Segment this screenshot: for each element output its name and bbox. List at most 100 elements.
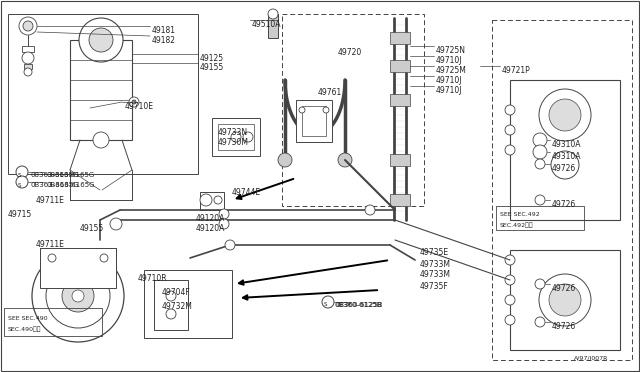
Text: 49155: 49155 — [200, 63, 224, 72]
Bar — [268, 14, 278, 38]
Bar — [296, 100, 332, 142]
Text: 49182: 49182 — [152, 36, 176, 45]
Bar — [200, 192, 224, 210]
Circle shape — [72, 290, 84, 302]
Bar — [510, 250, 620, 350]
Text: 49510A: 49510A — [252, 20, 282, 29]
Text: 49710J: 49710J — [436, 56, 463, 65]
Text: 49710J: 49710J — [436, 86, 463, 95]
Circle shape — [539, 89, 591, 141]
Circle shape — [46, 264, 110, 328]
Text: 0B363-6165G: 0B363-6165G — [46, 182, 95, 188]
Text: 49732M: 49732M — [162, 302, 193, 311]
Circle shape — [322, 296, 334, 308]
Circle shape — [79, 18, 123, 62]
Text: SEC.490参照: SEC.490参照 — [8, 326, 42, 331]
Circle shape — [505, 255, 515, 265]
Bar — [390, 154, 410, 166]
Text: 49733M: 49733M — [420, 260, 451, 269]
Text: 08363-6165G: 08363-6165G — [46, 172, 94, 178]
Bar — [154, 280, 188, 330]
Bar — [390, 32, 410, 44]
Text: 49744E: 49744E — [232, 188, 261, 197]
Text: 49715: 49715 — [8, 210, 32, 219]
Circle shape — [93, 132, 109, 148]
Circle shape — [268, 9, 278, 19]
Text: 49181: 49181 — [152, 26, 176, 35]
Circle shape — [533, 133, 547, 147]
Circle shape — [24, 68, 32, 76]
Text: 49730M: 49730M — [218, 138, 249, 147]
Bar — [282, 14, 424, 206]
Bar — [22, 46, 34, 52]
Bar — [40, 248, 116, 288]
Bar — [390, 60, 410, 72]
Circle shape — [231, 132, 241, 142]
Text: 08360-6125B: 08360-6125B — [335, 302, 383, 308]
Text: 08363-6165G: 08363-6165G — [30, 172, 78, 178]
Circle shape — [533, 145, 547, 159]
Bar — [218, 124, 254, 150]
Circle shape — [505, 145, 515, 155]
Bar — [144, 270, 232, 338]
Circle shape — [62, 280, 94, 312]
Text: 49720: 49720 — [338, 48, 362, 57]
Text: 49761: 49761 — [318, 88, 342, 97]
Text: 49310A: 49310A — [552, 152, 582, 161]
Text: S: S — [17, 173, 20, 177]
Circle shape — [219, 219, 229, 229]
Text: 49735F: 49735F — [420, 282, 449, 291]
Circle shape — [323, 107, 329, 113]
Text: 49733M: 49733M — [420, 270, 451, 279]
Circle shape — [214, 196, 222, 204]
Circle shape — [505, 125, 515, 135]
Text: 49721P: 49721P — [502, 66, 531, 75]
Text: 49710R: 49710R — [138, 274, 168, 283]
Bar — [510, 80, 620, 220]
Text: A/97/J007R: A/97/J007R — [574, 356, 609, 361]
Text: 49726: 49726 — [552, 284, 576, 293]
Text: S: S — [17, 183, 20, 187]
Circle shape — [32, 250, 124, 342]
Text: 49726: 49726 — [552, 322, 576, 331]
Text: 49725M: 49725M — [436, 66, 467, 75]
Circle shape — [549, 99, 581, 131]
Circle shape — [539, 274, 591, 326]
Circle shape — [278, 153, 292, 167]
Circle shape — [365, 205, 375, 215]
Circle shape — [16, 176, 28, 188]
Circle shape — [166, 291, 176, 301]
Bar — [4, 308, 102, 336]
Text: SEE SEC.492: SEE SEC.492 — [500, 212, 540, 217]
Circle shape — [549, 284, 581, 316]
Bar — [496, 206, 584, 230]
Text: SEC.492参照: SEC.492参照 — [500, 222, 534, 228]
Circle shape — [551, 151, 579, 179]
Text: S: S — [323, 302, 327, 308]
Circle shape — [505, 295, 515, 305]
Circle shape — [110, 218, 122, 230]
Text: 49120A: 49120A — [196, 224, 225, 233]
Bar — [24, 64, 32, 69]
Bar — [70, 40, 132, 140]
Bar — [212, 118, 260, 156]
Circle shape — [132, 100, 136, 104]
Text: 0B363-6165G: 0B363-6165G — [30, 182, 79, 188]
Circle shape — [535, 195, 545, 205]
Text: 49155: 49155 — [80, 224, 104, 233]
Bar — [390, 194, 410, 206]
Circle shape — [23, 21, 33, 31]
Text: 49726: 49726 — [552, 200, 576, 209]
Circle shape — [89, 28, 113, 52]
Text: 49120A: 49120A — [196, 214, 225, 223]
Circle shape — [338, 153, 352, 167]
Bar — [302, 106, 326, 136]
Bar — [8, 14, 198, 174]
Circle shape — [505, 315, 515, 325]
Text: 49704F: 49704F — [162, 288, 191, 297]
Circle shape — [225, 240, 235, 250]
Circle shape — [19, 17, 37, 35]
Circle shape — [505, 275, 515, 285]
Circle shape — [16, 166, 28, 178]
Text: 08360-6125B: 08360-6125B — [336, 302, 383, 308]
